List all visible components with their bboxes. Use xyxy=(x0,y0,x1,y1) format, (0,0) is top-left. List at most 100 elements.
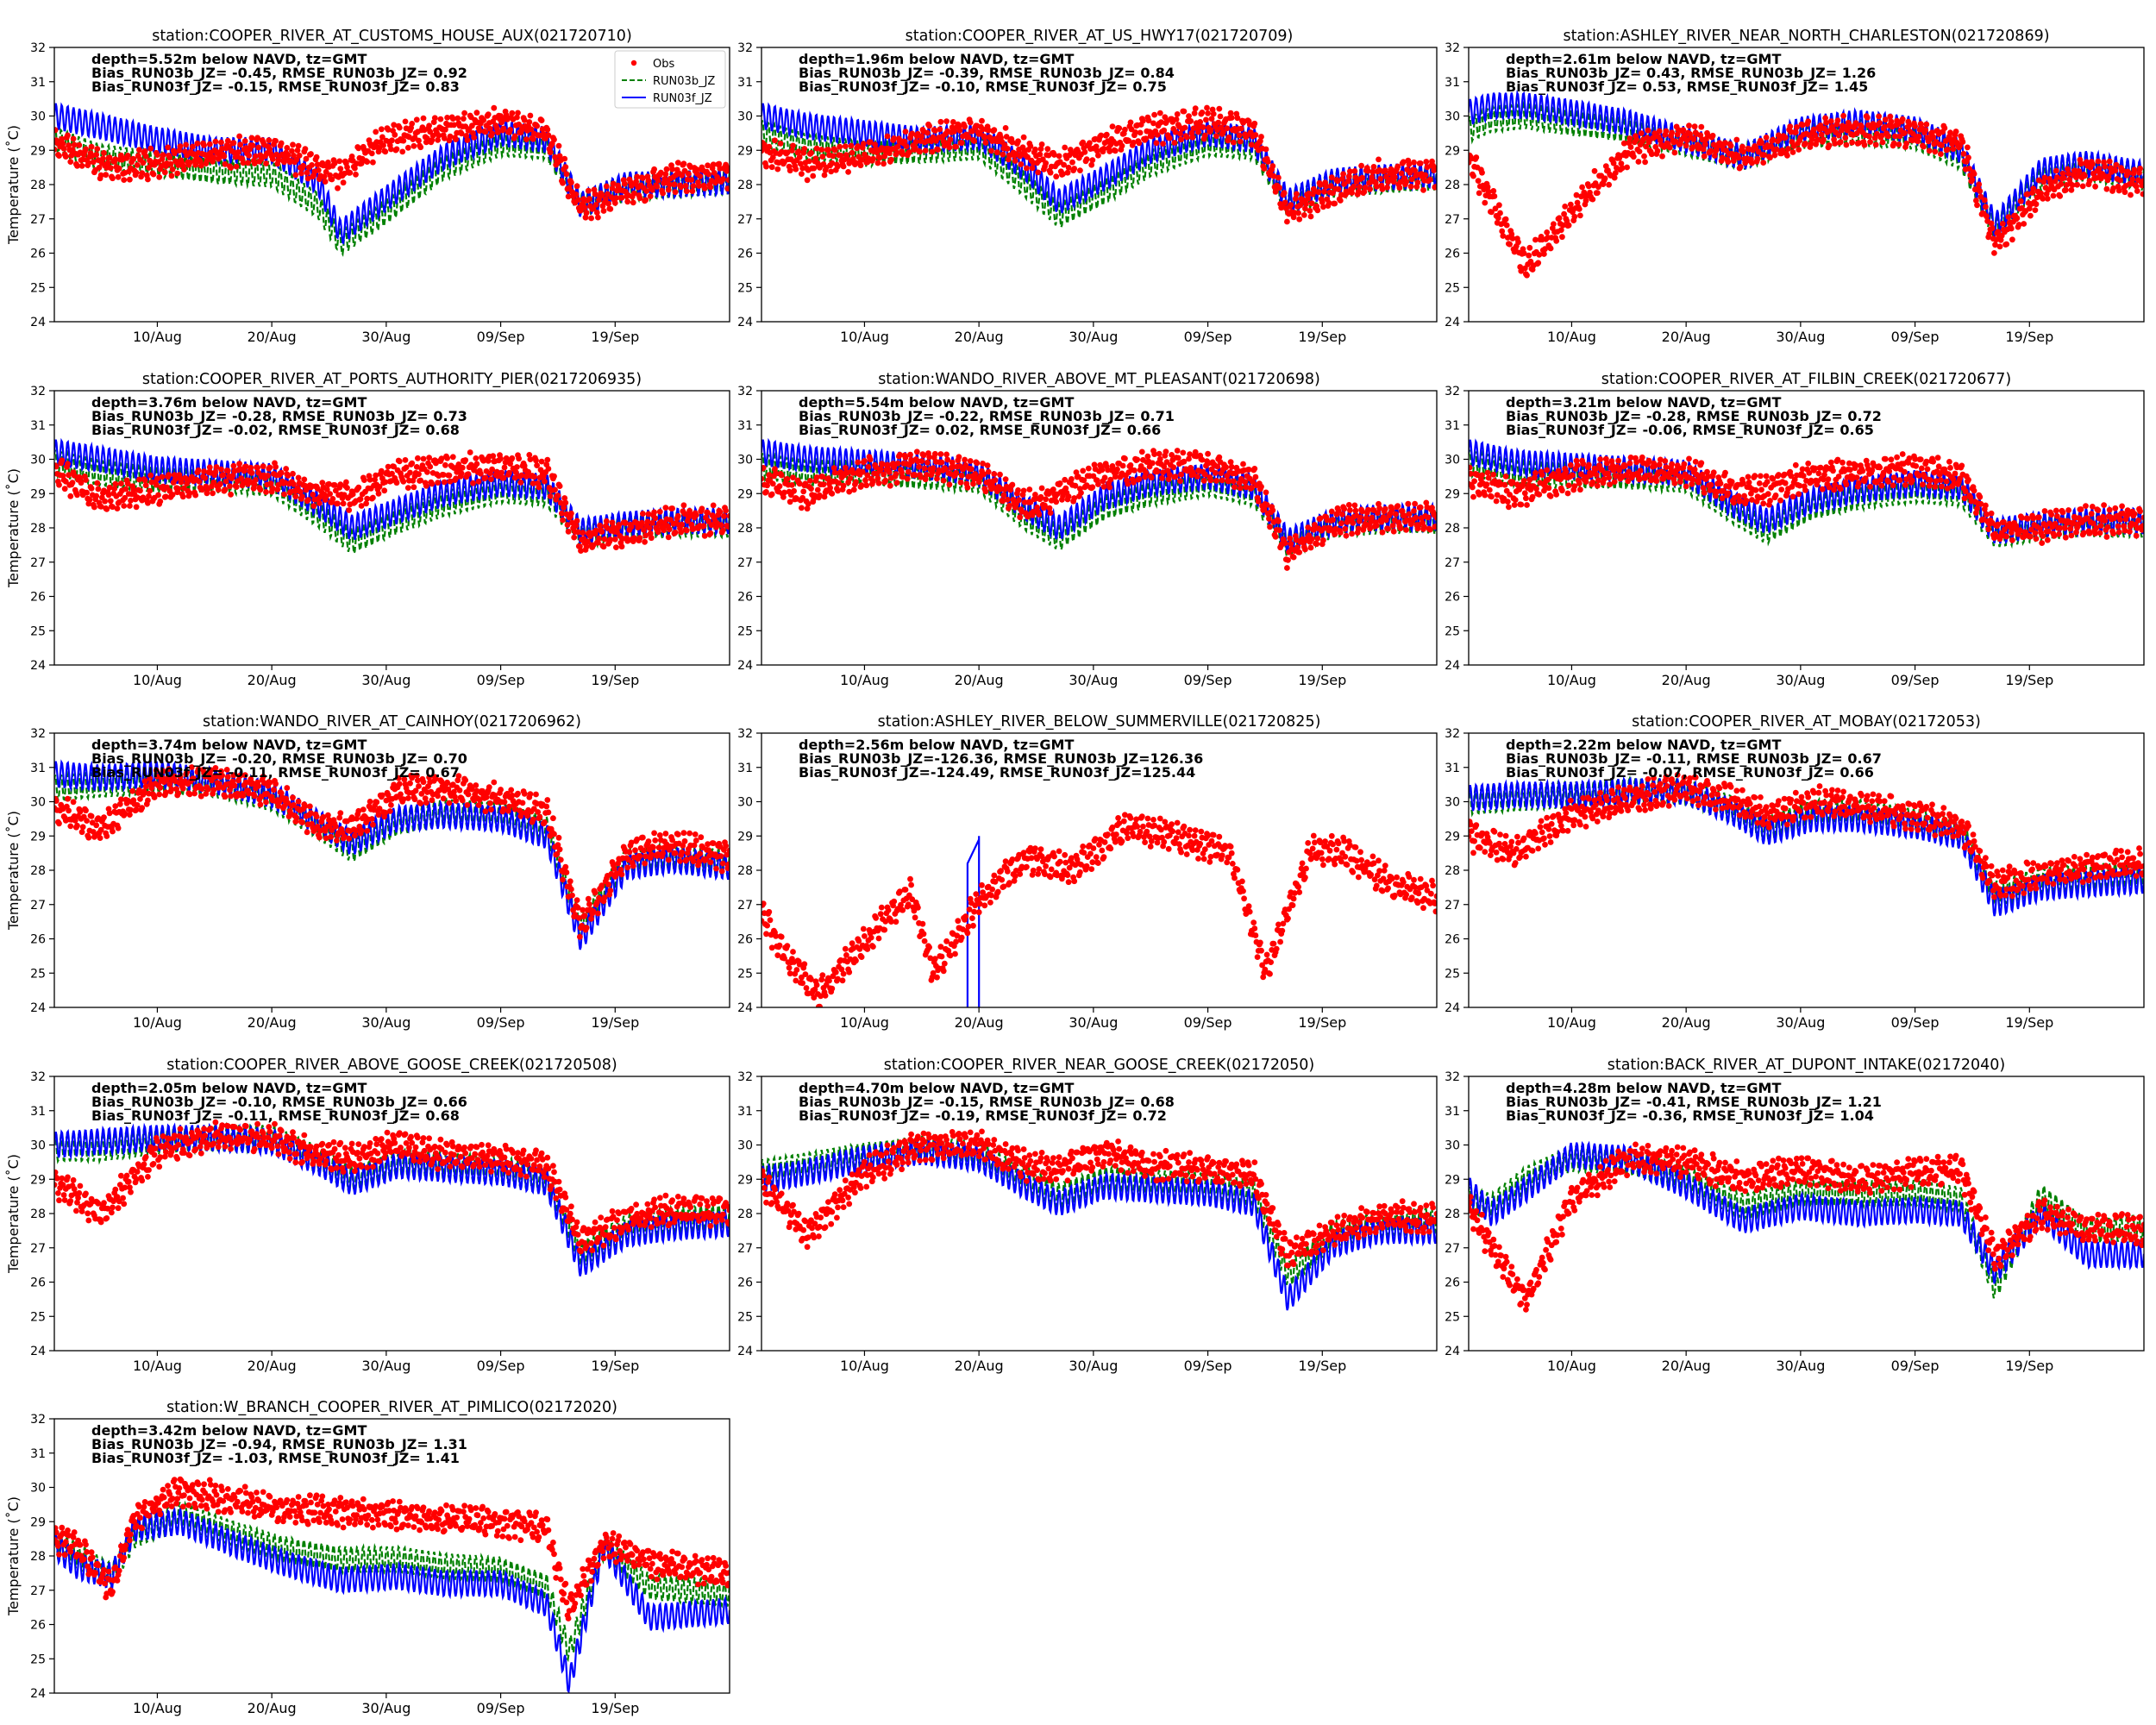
obs-point xyxy=(905,468,912,475)
obs-point xyxy=(2053,507,2059,514)
axes-frame xyxy=(761,390,1438,666)
obs-point xyxy=(71,141,78,148)
obs-point xyxy=(1520,478,1527,484)
obs-point xyxy=(817,492,823,499)
obs-point xyxy=(2137,166,2144,172)
obs-point xyxy=(93,492,100,499)
obs-point xyxy=(1238,125,1244,132)
obs-point xyxy=(621,180,628,187)
obs-point xyxy=(1913,463,1920,469)
obs-point xyxy=(440,472,447,478)
obs-point xyxy=(352,165,358,172)
obs-point xyxy=(1821,476,1827,483)
obs-point xyxy=(235,149,241,155)
obs-point xyxy=(56,481,62,488)
obs-point xyxy=(1760,160,1767,166)
obs-point xyxy=(723,507,729,514)
obs-point xyxy=(527,456,534,462)
obs-point xyxy=(1093,143,1100,150)
obs-point xyxy=(386,808,393,814)
obs-point xyxy=(962,462,969,468)
obs-point xyxy=(278,469,285,476)
obs-point xyxy=(1812,132,1818,139)
obs-point xyxy=(586,196,592,203)
obs-point xyxy=(761,475,765,482)
obs-point xyxy=(364,495,371,502)
obs-point xyxy=(2089,160,2096,167)
obs-point xyxy=(1166,472,1173,478)
obs-point xyxy=(1369,169,1376,175)
obs-point xyxy=(645,511,652,518)
obs-point xyxy=(1160,469,1166,475)
obs-point xyxy=(521,462,528,469)
y-tick-label: 24 xyxy=(30,659,46,673)
obs-point xyxy=(111,486,118,492)
obs-point xyxy=(2139,182,2144,189)
obs-point xyxy=(352,832,358,839)
obs-point xyxy=(581,204,588,211)
legend-marker-obs xyxy=(630,60,637,66)
obs-point xyxy=(281,803,287,810)
obs-point xyxy=(607,205,614,212)
obs-point xyxy=(769,480,776,487)
obs-point xyxy=(931,128,938,134)
obs-point xyxy=(147,487,154,494)
obs-point xyxy=(273,463,279,470)
obs-point xyxy=(447,478,454,485)
obs-point xyxy=(796,154,803,160)
legend-label: RUN03b_JZ xyxy=(653,75,715,88)
obs-point xyxy=(1977,500,1984,507)
obs-point xyxy=(1839,459,1846,466)
obs-point xyxy=(1812,465,1818,472)
obs-point xyxy=(1574,462,1581,468)
obs-point xyxy=(459,464,466,471)
obs-point xyxy=(498,787,504,793)
obs-point xyxy=(382,148,389,155)
obs-point xyxy=(79,824,86,831)
obs-point xyxy=(1903,476,1910,483)
obs-point xyxy=(500,806,507,812)
obs-point xyxy=(1864,114,1871,121)
obs-point xyxy=(1832,481,1839,488)
obs-point xyxy=(1345,502,1352,508)
obs-point xyxy=(937,118,944,125)
obs-point xyxy=(559,510,565,517)
obs-point xyxy=(1922,127,1929,134)
obs-point xyxy=(1391,173,1398,180)
obs-point xyxy=(246,153,252,159)
obs-point xyxy=(870,155,876,162)
obs-point xyxy=(1986,230,1993,237)
obs-point xyxy=(867,456,874,463)
obs-point xyxy=(562,164,569,171)
obs-point xyxy=(1526,476,1533,483)
obs-point xyxy=(862,477,868,484)
obs-point xyxy=(693,166,699,172)
obs-point xyxy=(1944,146,1951,153)
obs-point xyxy=(991,127,998,134)
obs-point xyxy=(2044,536,2051,543)
obs-point xyxy=(1095,481,1101,487)
obs-point xyxy=(1302,546,1308,553)
obs-point xyxy=(181,166,187,172)
obs-point xyxy=(501,464,508,471)
obs-point xyxy=(1800,473,1807,479)
obs-point xyxy=(1205,110,1211,116)
obs-point xyxy=(1556,215,1563,222)
obs-point xyxy=(74,162,80,169)
obs-point xyxy=(1532,470,1539,476)
obs-point xyxy=(1426,526,1433,533)
obs-point xyxy=(1160,141,1166,147)
obs-point xyxy=(221,153,228,160)
obs-point xyxy=(855,143,862,149)
obs-point xyxy=(1859,467,1866,474)
obs-point xyxy=(400,479,407,485)
obs-point xyxy=(1323,183,1330,190)
obs-point xyxy=(1237,138,1244,145)
obs-point xyxy=(275,803,282,809)
obs-point xyxy=(1420,187,1426,193)
obs-point xyxy=(2122,527,2128,534)
obs-point xyxy=(672,189,679,196)
obs-point xyxy=(560,517,566,524)
obs-point xyxy=(507,127,513,133)
obs-point xyxy=(1034,504,1040,511)
